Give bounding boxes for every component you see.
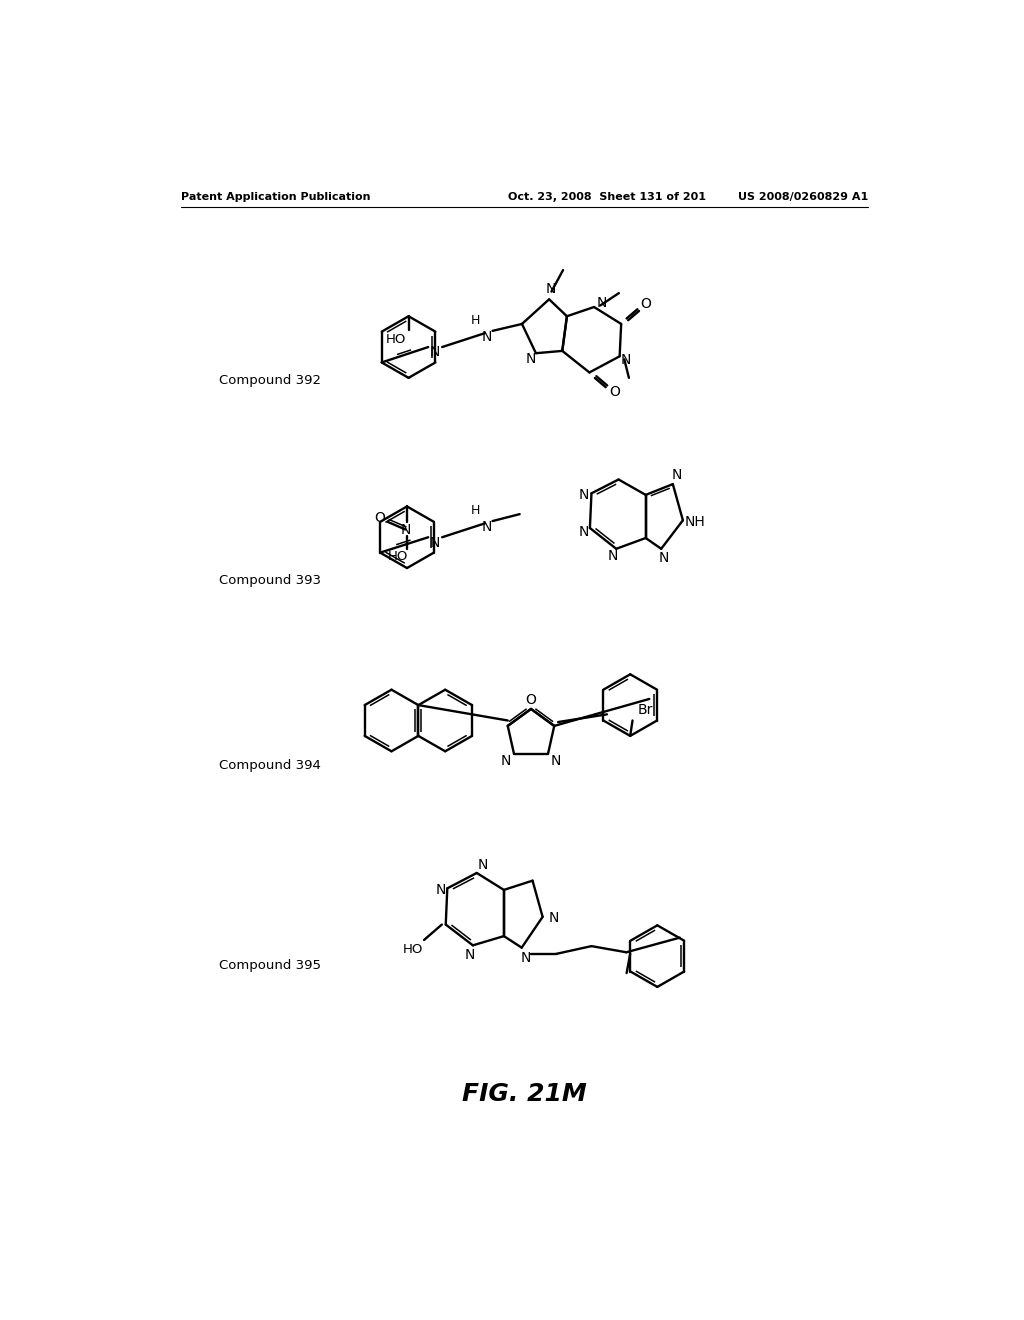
Text: Patent Application Publication: Patent Application Publication — [180, 191, 371, 202]
Text: Compound 392: Compound 392 — [219, 374, 322, 387]
Text: N: N — [501, 754, 511, 768]
Text: N: N — [579, 525, 589, 539]
Text: Compound 394: Compound 394 — [219, 759, 322, 772]
Text: N: N — [520, 952, 530, 965]
Text: Compound 393: Compound 393 — [219, 574, 322, 587]
Text: FIG. 21M: FIG. 21M — [463, 1082, 587, 1106]
Text: N: N — [400, 523, 411, 536]
Text: N: N — [672, 467, 682, 482]
Text: N: N — [546, 282, 556, 296]
Text: NH: NH — [685, 515, 706, 529]
Text: N: N — [621, 354, 631, 367]
Text: N: N — [526, 352, 537, 367]
Text: O: O — [375, 511, 385, 525]
Text: O: O — [525, 693, 537, 706]
Text: N: N — [548, 911, 559, 925]
Text: N: N — [551, 754, 561, 768]
Text: H: H — [471, 314, 480, 326]
Text: HO: HO — [386, 333, 407, 346]
Text: N: N — [429, 536, 439, 550]
Text: O: O — [608, 385, 620, 400]
Text: N: N — [482, 520, 493, 535]
Text: N: N — [436, 883, 446, 896]
Text: Br: Br — [638, 704, 653, 718]
Text: N: N — [465, 948, 475, 961]
Text: US 2008/0260829 A1: US 2008/0260829 A1 — [738, 191, 868, 202]
Text: Oct. 23, 2008  Sheet 131 of 201: Oct. 23, 2008 Sheet 131 of 201 — [508, 191, 706, 202]
Text: N: N — [482, 330, 493, 345]
Text: N: N — [579, 488, 589, 502]
Text: HO: HO — [403, 942, 423, 956]
Text: N: N — [478, 858, 488, 873]
Text: N: N — [429, 346, 439, 359]
Text: Compound 395: Compound 395 — [219, 958, 322, 972]
Text: O: O — [641, 297, 651, 312]
Text: H: H — [471, 504, 480, 517]
Text: N: N — [608, 549, 618, 564]
Text: N: N — [659, 550, 670, 565]
Text: HO: HO — [387, 550, 408, 564]
Text: N: N — [597, 296, 607, 310]
